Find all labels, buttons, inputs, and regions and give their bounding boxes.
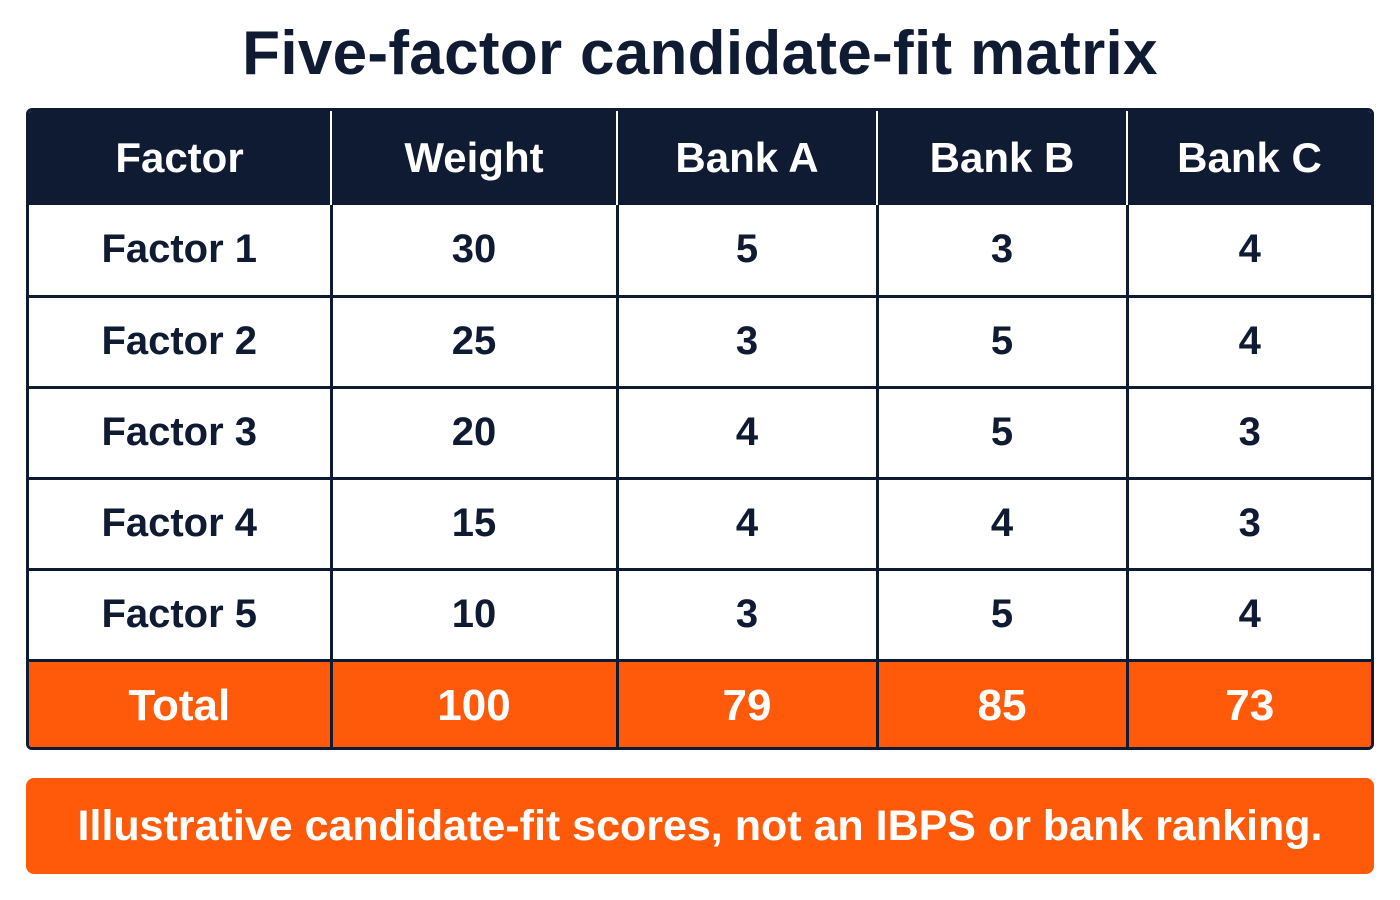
cell-weight: 15 xyxy=(331,478,619,571)
cell-factor-name: Factor 2 xyxy=(29,296,333,389)
cell-factor-name: Factor 3 xyxy=(29,387,333,480)
header-row: Factor Weight Bank A Bank B Bank C xyxy=(29,111,1371,205)
cell-bank-a: 3 xyxy=(617,296,879,389)
candidate-fit-table: Factor Weight Bank A Bank B Bank C Facto… xyxy=(26,108,1374,750)
total-label: Total xyxy=(29,660,333,747)
header-bank-c: Bank C xyxy=(1177,134,1322,181)
total-weight: 100 xyxy=(331,660,619,747)
table-row: Factor 5 10 3 5 4 xyxy=(29,569,1371,662)
cell-bank-c: 4 xyxy=(1127,205,1371,298)
table-row: Factor 2 25 3 5 4 xyxy=(29,296,1371,389)
cell-bank-a: 5 xyxy=(617,205,879,298)
chart-title: Five-factor candidate-fit matrix xyxy=(242,19,1158,88)
cell-bank-b: 5 xyxy=(877,296,1129,389)
matrix-grid: Factor Weight Bank A Bank B Bank C Facto… xyxy=(29,111,1371,747)
cell-factor-name: Factor 4 xyxy=(29,478,333,571)
header-bank-b: Bank B xyxy=(877,111,1128,205)
cell-bank-c: 3 xyxy=(1127,387,1371,480)
cell-weight: 25 xyxy=(331,296,619,389)
total-row: Total 100 79 85 73 xyxy=(29,660,1371,747)
cell-weight: 10 xyxy=(331,569,619,662)
cell-bank-c: 4 xyxy=(1127,569,1371,662)
cell-bank-b: 5 xyxy=(877,387,1129,480)
table-row: Factor 1 30 5 3 4 xyxy=(29,205,1371,298)
cell-bank-b: 5 xyxy=(877,569,1129,662)
total-bank-c: 73 xyxy=(1225,680,1275,730)
header-weight: Weight xyxy=(331,111,618,205)
cell-bank-a: 4 xyxy=(617,478,879,571)
cell-bank-c: 4 xyxy=(1127,296,1371,389)
total-bank-a: 79 xyxy=(617,660,879,747)
cell-weight: 30 xyxy=(331,205,619,298)
table-row: Factor 3 20 4 5 3 xyxy=(29,387,1371,480)
header-factor: Factor xyxy=(29,111,332,205)
cell-bank-a: 3 xyxy=(617,569,879,662)
header-bank-a: Bank A xyxy=(617,111,878,205)
cell-factor-name: Factor 1 xyxy=(29,205,333,298)
cell-bank-b: 4 xyxy=(877,478,1129,571)
table-row: Factor 4 15 4 4 3 xyxy=(29,478,1371,571)
total-bank-b: 85 xyxy=(877,660,1129,747)
cell-factor-name: Factor 5 xyxy=(29,569,333,662)
cell-bank-c: 3 xyxy=(1127,478,1371,571)
cell-bank-a: 4 xyxy=(617,387,879,480)
disclaimer-banner: Illustrative candidate-fit scores, not a… xyxy=(26,778,1374,874)
cell-bank-b: 3 xyxy=(877,205,1129,298)
cell-weight: 20 xyxy=(331,387,619,480)
